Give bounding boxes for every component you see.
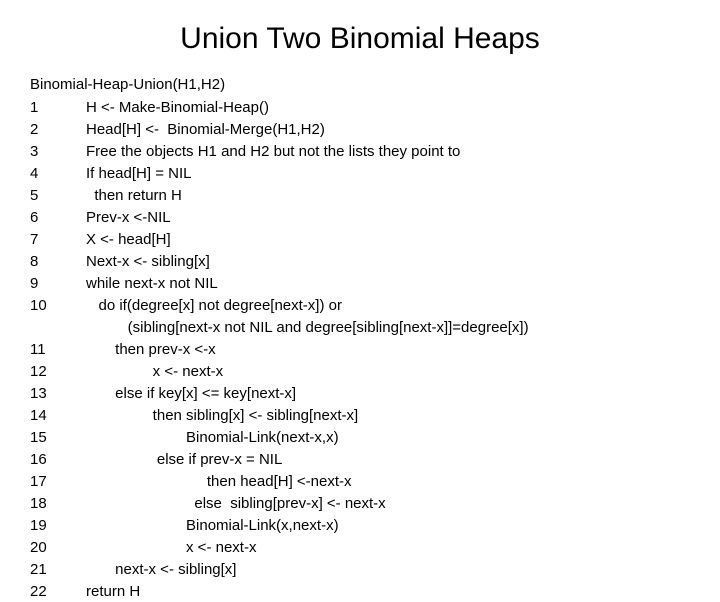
- page-title: Union Two Binomial Heaps: [0, 0, 720, 74]
- code-text: then return H: [86, 185, 182, 206]
- line-number: 5: [30, 185, 86, 206]
- code-text: Binomial-Link(x,next-x): [86, 515, 339, 536]
- code-lines-container: 1H <- Make-Binomial-Heap()2Head[H] <- Bi…: [30, 97, 720, 602]
- code-row: 7X <- head[H]: [30, 229, 720, 250]
- code-text: while next-x not NIL: [86, 273, 218, 294]
- code-text: return H: [86, 581, 140, 602]
- code-text: Prev-x <-NIL: [86, 207, 171, 228]
- code-row: 15 Binomial-Link(next-x,x): [30, 427, 720, 448]
- code-row: 8Next-x <- sibling[x]: [30, 251, 720, 272]
- line-number: 3: [30, 141, 86, 162]
- code-row: 20 x <- next-x: [30, 537, 720, 558]
- line-number: 12: [30, 361, 86, 382]
- code-row: (sibling[next-x not NIL and degree[sibli…: [30, 317, 720, 338]
- line-number: 19: [30, 515, 86, 536]
- code-text: X <- head[H]: [86, 229, 171, 250]
- line-number: 17: [30, 471, 86, 492]
- function-header: Binomial-Heap-Union(H1,H2): [30, 74, 720, 95]
- code-text: H <- Make-Binomial-Heap(): [86, 97, 269, 118]
- line-number: 9: [30, 273, 86, 294]
- code-row: 9while next-x not NIL: [30, 273, 720, 294]
- code-row: 22return H: [30, 581, 720, 602]
- code-text: else if key[x] <= key[next-x]: [86, 383, 296, 404]
- code-row: 12 x <- next-x: [30, 361, 720, 382]
- line-number: 8: [30, 251, 86, 272]
- code-text: Free the objects H1 and H2 but not the l…: [86, 141, 460, 162]
- line-number: 10: [30, 295, 86, 316]
- code-row: 5 then return H: [30, 185, 720, 206]
- line-number: 4: [30, 163, 86, 184]
- code-row: 11 then prev-x <-x: [30, 339, 720, 360]
- code-row: 10 do if(degree[x] not degree[next-x]) o…: [30, 295, 720, 316]
- code-row: 3Free the objects H1 and H2 but not the …: [30, 141, 720, 162]
- line-number: 15: [30, 427, 86, 448]
- line-number: 13: [30, 383, 86, 404]
- line-number: 1: [30, 97, 86, 118]
- code-text: then head[H] <-next-x: [86, 471, 352, 492]
- code-text: else sibling[prev-x] <- next-x: [86, 493, 386, 514]
- line-number: 14: [30, 405, 86, 426]
- code-row: 19 Binomial-Link(x,next-x): [30, 515, 720, 536]
- code-text: Next-x <- sibling[x]: [86, 251, 210, 272]
- code-text: do if(degree[x] not degree[next-x]) or: [86, 295, 342, 316]
- code-text: (sibling[next-x not NIL and degree[sibli…: [86, 317, 529, 338]
- code-row: 18 else sibling[prev-x] <- next-x: [30, 493, 720, 514]
- line-number: 18: [30, 493, 86, 514]
- code-row: 16 else if prev-x = NIL: [30, 449, 720, 470]
- code-text: then prev-x <-x: [86, 339, 216, 360]
- code-row: 14 then sibling[x] <- sibling[next-x]: [30, 405, 720, 426]
- code-text: Binomial-Link(next-x,x): [86, 427, 339, 448]
- code-text: x <- next-x: [86, 537, 256, 558]
- code-row: 6Prev-x <-NIL: [30, 207, 720, 228]
- code-text: If head[H] = NIL: [86, 163, 191, 184]
- line-number: 22: [30, 581, 86, 602]
- code-row: 13 else if key[x] <= key[next-x]: [30, 383, 720, 404]
- line-number: 7: [30, 229, 86, 250]
- pseudocode-block: Binomial-Heap-Union(H1,H2) 1H <- Make-Bi…: [0, 74, 720, 602]
- line-number: [30, 317, 86, 338]
- code-row: 1H <- Make-Binomial-Heap(): [30, 97, 720, 118]
- line-number: 11: [30, 339, 86, 360]
- code-row: 21 next-x <- sibling[x]: [30, 559, 720, 580]
- code-row: 17 then head[H] <-next-x: [30, 471, 720, 492]
- line-number: 20: [30, 537, 86, 558]
- code-row: 4If head[H] = NIL: [30, 163, 720, 184]
- line-number: 16: [30, 449, 86, 470]
- line-number: 6: [30, 207, 86, 228]
- code-text: else if prev-x = NIL: [86, 449, 282, 470]
- code-row: 2Head[H] <- Binomial-Merge(H1,H2): [30, 119, 720, 140]
- code-text: then sibling[x] <- sibling[next-x]: [86, 405, 358, 426]
- code-text: Head[H] <- Binomial-Merge(H1,H2): [86, 119, 325, 140]
- line-number: 21: [30, 559, 86, 580]
- line-number: 2: [30, 119, 86, 140]
- code-text: x <- next-x: [86, 361, 223, 382]
- code-text: next-x <- sibling[x]: [86, 559, 236, 580]
